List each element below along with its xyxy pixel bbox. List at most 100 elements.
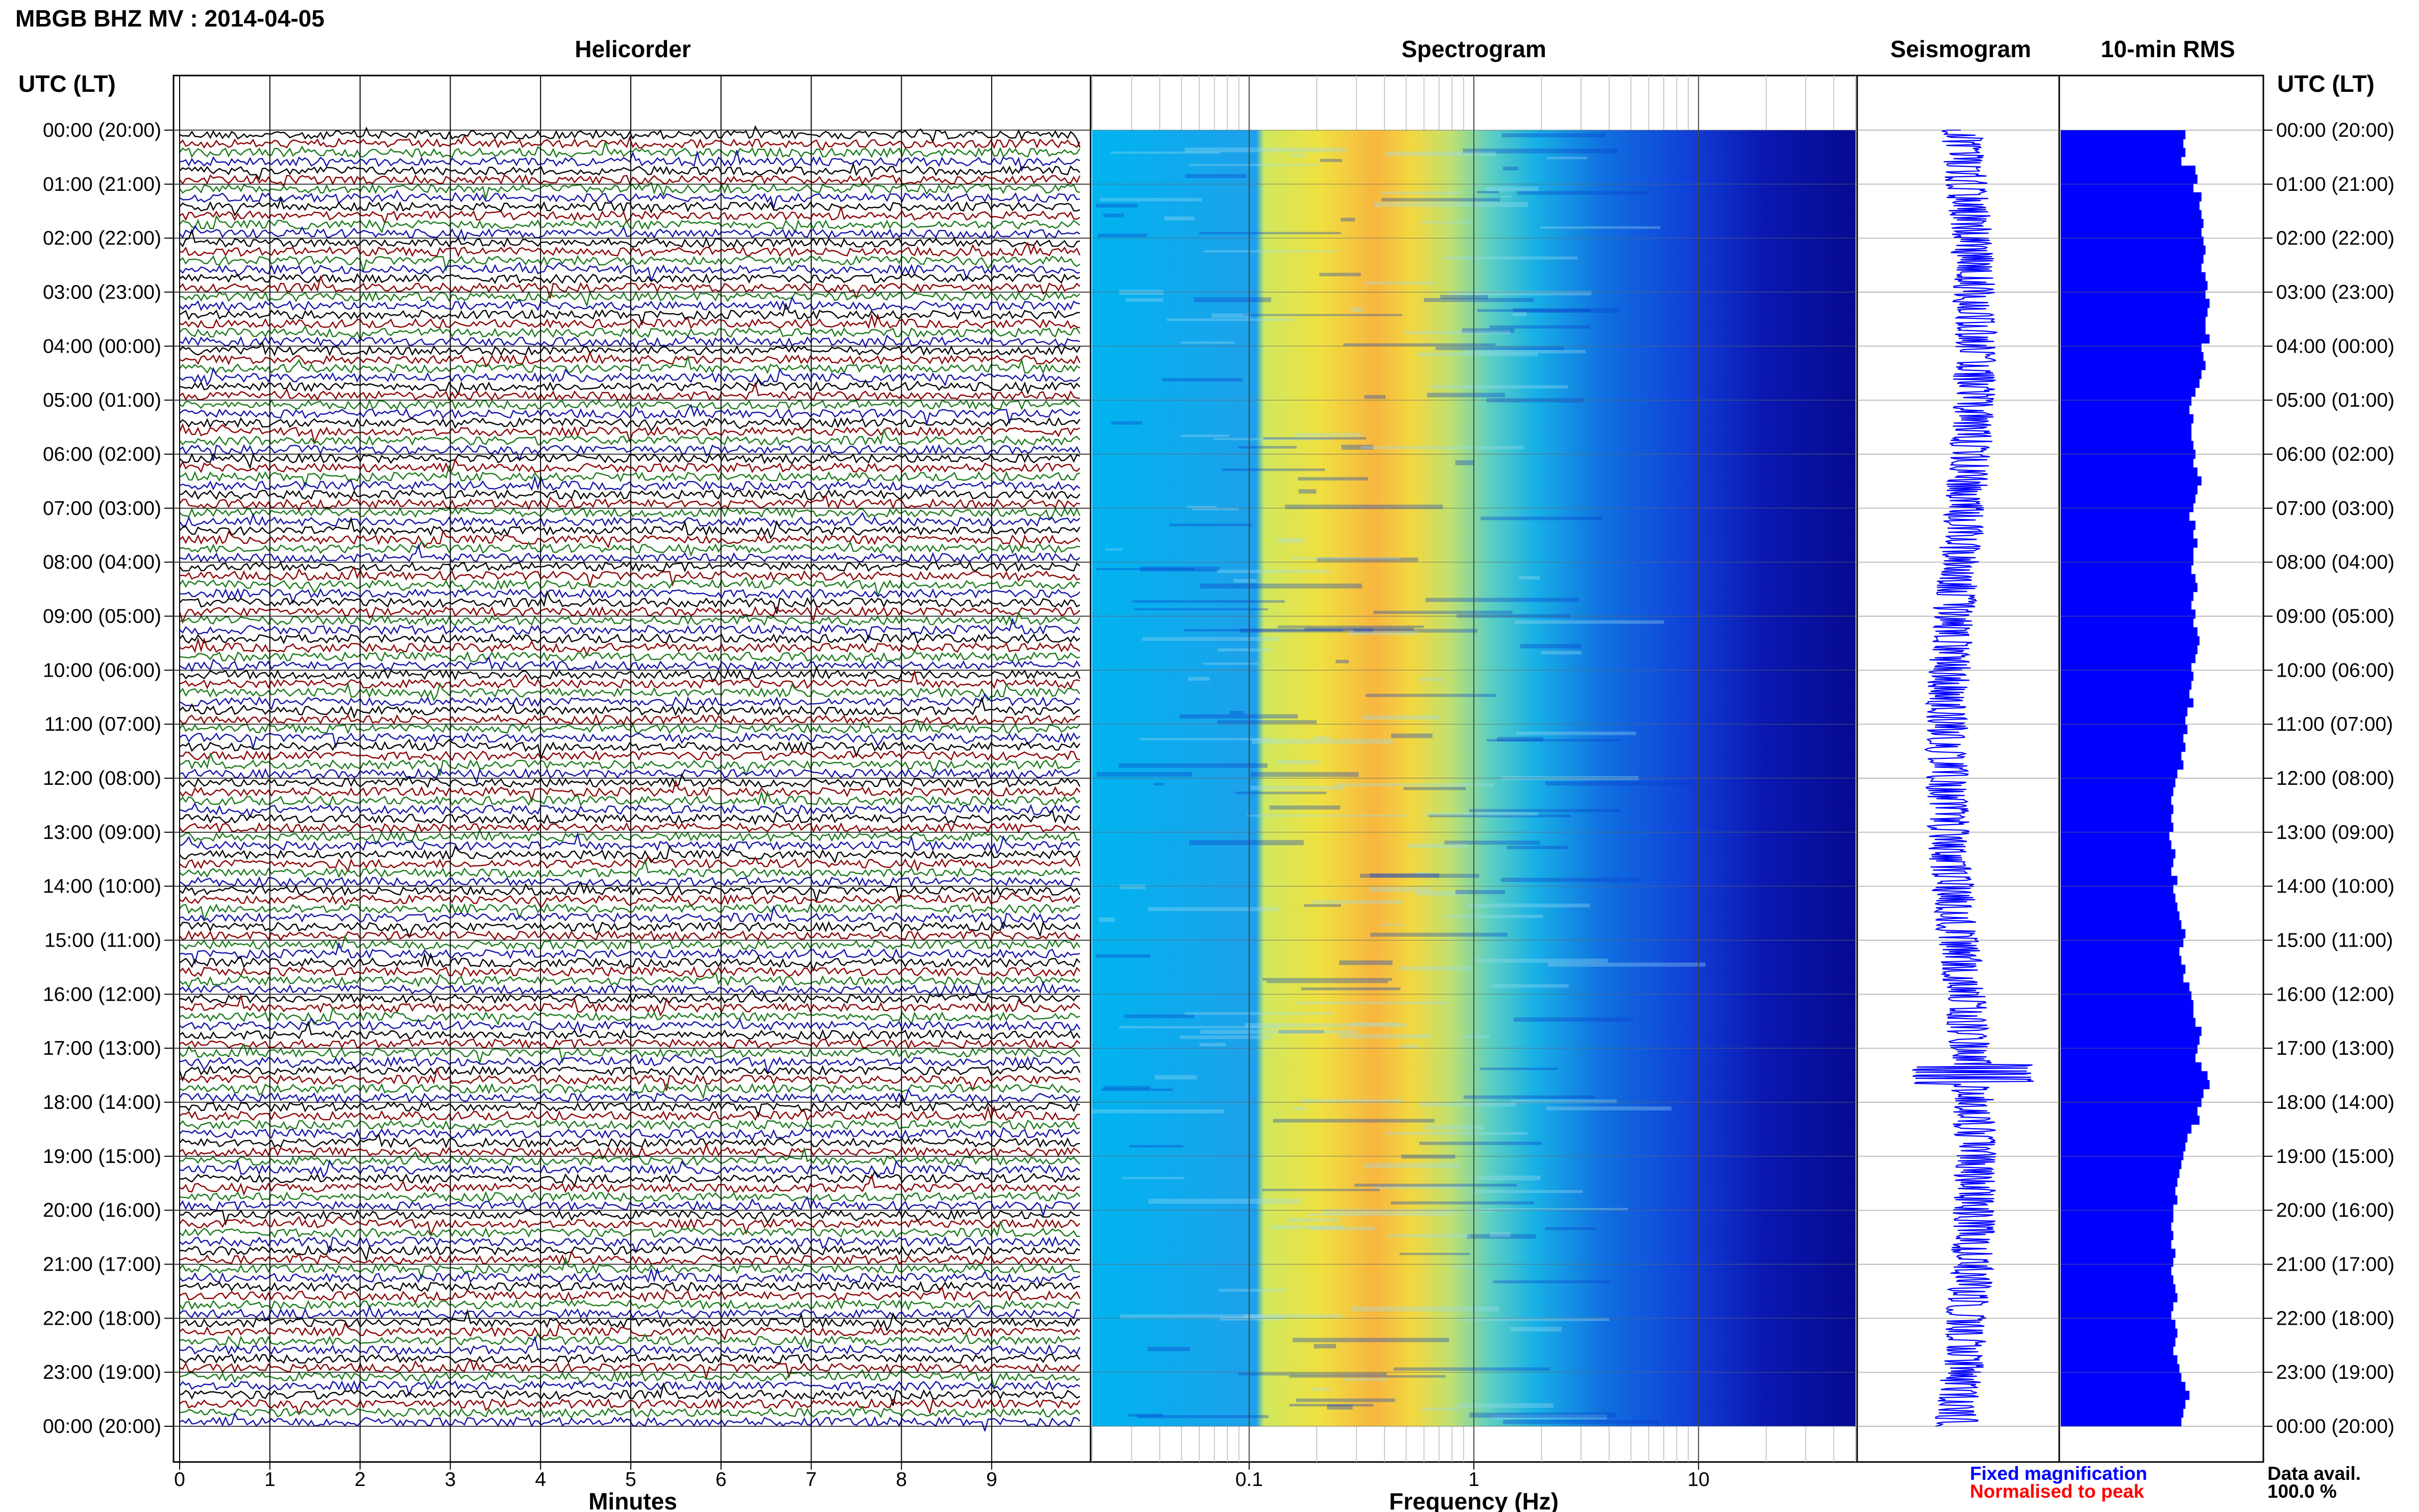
helicorder-trace-row xyxy=(179,1133,1080,1149)
rms-bar xyxy=(2061,929,2186,938)
spectrogram-streak xyxy=(1514,620,1664,624)
spectrogram-streak xyxy=(1167,318,1293,321)
spectrogram-streak xyxy=(1277,760,1320,764)
time-tick-label-right: 11:00 (07:00) xyxy=(2276,713,2393,735)
helicorder-trace-row xyxy=(179,577,1080,598)
helicorder-trace-row xyxy=(179,302,1080,326)
spectrogram-streak xyxy=(1277,538,1304,543)
helicorder-trace-row xyxy=(179,665,1081,682)
spectrogram-streak xyxy=(1137,1415,1269,1419)
rms-bar xyxy=(2061,343,2202,353)
helicorder-x-tick-label: 4 xyxy=(535,1469,546,1491)
spectrogram-streak xyxy=(1516,731,1636,735)
time-tick-label-left: 22:00 (18:00) xyxy=(43,1307,161,1329)
rms-bar xyxy=(2061,245,2206,255)
spectrogram-streak xyxy=(1513,1017,1633,1022)
spectrogram-streak xyxy=(1238,446,1297,449)
rms-bar xyxy=(2061,672,2193,681)
spectrogram-streak xyxy=(1309,1226,1375,1231)
rms-bar xyxy=(2061,591,2193,601)
spectrogram-streak xyxy=(1327,1404,1353,1410)
helicorder-x-tick-label: 8 xyxy=(896,1469,907,1491)
rms-bar xyxy=(2061,787,2174,797)
spectrogram-streak xyxy=(1364,395,1386,399)
time-tick-label-right: 03:00 (23:00) xyxy=(2276,282,2395,304)
helicorder-trace-row xyxy=(179,858,1080,879)
helicorder-title: Helicorder xyxy=(575,36,691,62)
spectrogram-streak xyxy=(1517,191,1647,195)
time-tick-label-right: 08:00 (04:00) xyxy=(2276,552,2395,574)
time-tick-label-left: 14:00 (10:00) xyxy=(43,876,161,898)
rms-bar xyxy=(2061,1213,2174,1223)
spectrogram-streak xyxy=(1203,250,1338,253)
helicorder-trace-row xyxy=(179,295,1080,312)
helicorder-trace-row xyxy=(179,993,1080,1017)
spectrogram-streak xyxy=(1095,954,1151,958)
data-avail-value: 100.0 % xyxy=(2267,1481,2337,1502)
spectrogram-streak xyxy=(1391,1201,1534,1205)
data-avail-label: Data avail. xyxy=(2267,1463,2361,1484)
spectrogram-streak xyxy=(1267,981,1388,983)
spectrogram-streak xyxy=(1236,791,1326,795)
rms-bar xyxy=(2061,725,2188,734)
rms-bar xyxy=(2061,680,2192,690)
helicorder-trace-row xyxy=(179,971,1080,989)
spectrogram-streak xyxy=(1343,1378,1388,1381)
spectrogram-streak xyxy=(1362,715,1440,720)
rms-bar xyxy=(2061,1302,2174,1311)
spectrogram-streak xyxy=(1465,350,1586,354)
spectrogram-streak xyxy=(1122,1177,1184,1179)
helicorder-trace-row xyxy=(179,941,1080,965)
helicorder-trace-row xyxy=(179,633,1080,645)
rms-bar xyxy=(2061,1000,2193,1009)
helicorder-x-tick-label: 5 xyxy=(625,1469,636,1491)
time-tick-label-right: 14:00 (10:00) xyxy=(2276,876,2395,898)
rms-bar xyxy=(2061,476,2202,486)
rms-bar xyxy=(2061,414,2193,424)
time-tick-label-left: 13:00 (09:00) xyxy=(43,822,161,844)
helicorder-trace-row xyxy=(179,1299,1080,1311)
helicorder-trace-row xyxy=(179,1105,1080,1122)
helicorder-trace-row xyxy=(179,1308,1080,1332)
rms-bar xyxy=(2061,707,2188,716)
helicorder-trace-row xyxy=(179,404,1080,427)
time-tick-label-left: 17:00 (13:00) xyxy=(43,1037,161,1059)
rms-bar xyxy=(2061,236,2204,246)
spectrogram-streak xyxy=(1211,313,1251,318)
spectrogram-streak xyxy=(1501,133,1606,137)
time-tick-label-right: 16:00 (12:00) xyxy=(2276,983,2395,1005)
helicorder-trace-row xyxy=(179,399,1080,411)
spectrogram-streak xyxy=(1399,966,1472,971)
helicorder-trace-row xyxy=(179,822,1080,834)
spectrogram-streak xyxy=(1462,328,1515,333)
spectrogram-streak xyxy=(1188,677,1210,681)
rms-bar xyxy=(2061,272,2206,282)
spectrogram-streak xyxy=(1126,298,1164,302)
spectrogram-streak xyxy=(1336,660,1349,663)
rms-bar xyxy=(2061,1391,2190,1400)
rms-bar xyxy=(2061,369,2202,379)
rms-bar xyxy=(2061,201,2200,211)
rms-bar xyxy=(2061,947,2180,956)
spectrogram-streak xyxy=(1503,166,1518,170)
helicorder-trace-row xyxy=(179,1398,1080,1416)
spectrogram-streak xyxy=(1189,840,1304,846)
helicorder-trace-row xyxy=(179,1065,1081,1082)
rms-bar xyxy=(2061,458,2193,468)
helicorder-trace-row xyxy=(179,125,1081,148)
spectrogram-streak xyxy=(1189,164,1320,166)
helicorder-trace-row xyxy=(179,367,1080,387)
helicorder-trace-row xyxy=(179,354,1080,375)
helicorder-trace-row xyxy=(179,682,1080,702)
helicorder-trace-row xyxy=(179,1281,1080,1293)
spectrogram-streak xyxy=(1263,437,1367,440)
helicorder-trace-row xyxy=(179,443,1081,462)
rms-bar xyxy=(2061,1106,2198,1116)
helicorder-trace-row xyxy=(179,1082,1080,1100)
rms-bar xyxy=(2061,254,2204,264)
spectrogram-streak xyxy=(1545,1227,1597,1230)
spectrogram-streak xyxy=(1262,978,1392,981)
rms-bar xyxy=(2061,281,2208,290)
helicorder-trace-row xyxy=(179,831,1080,855)
